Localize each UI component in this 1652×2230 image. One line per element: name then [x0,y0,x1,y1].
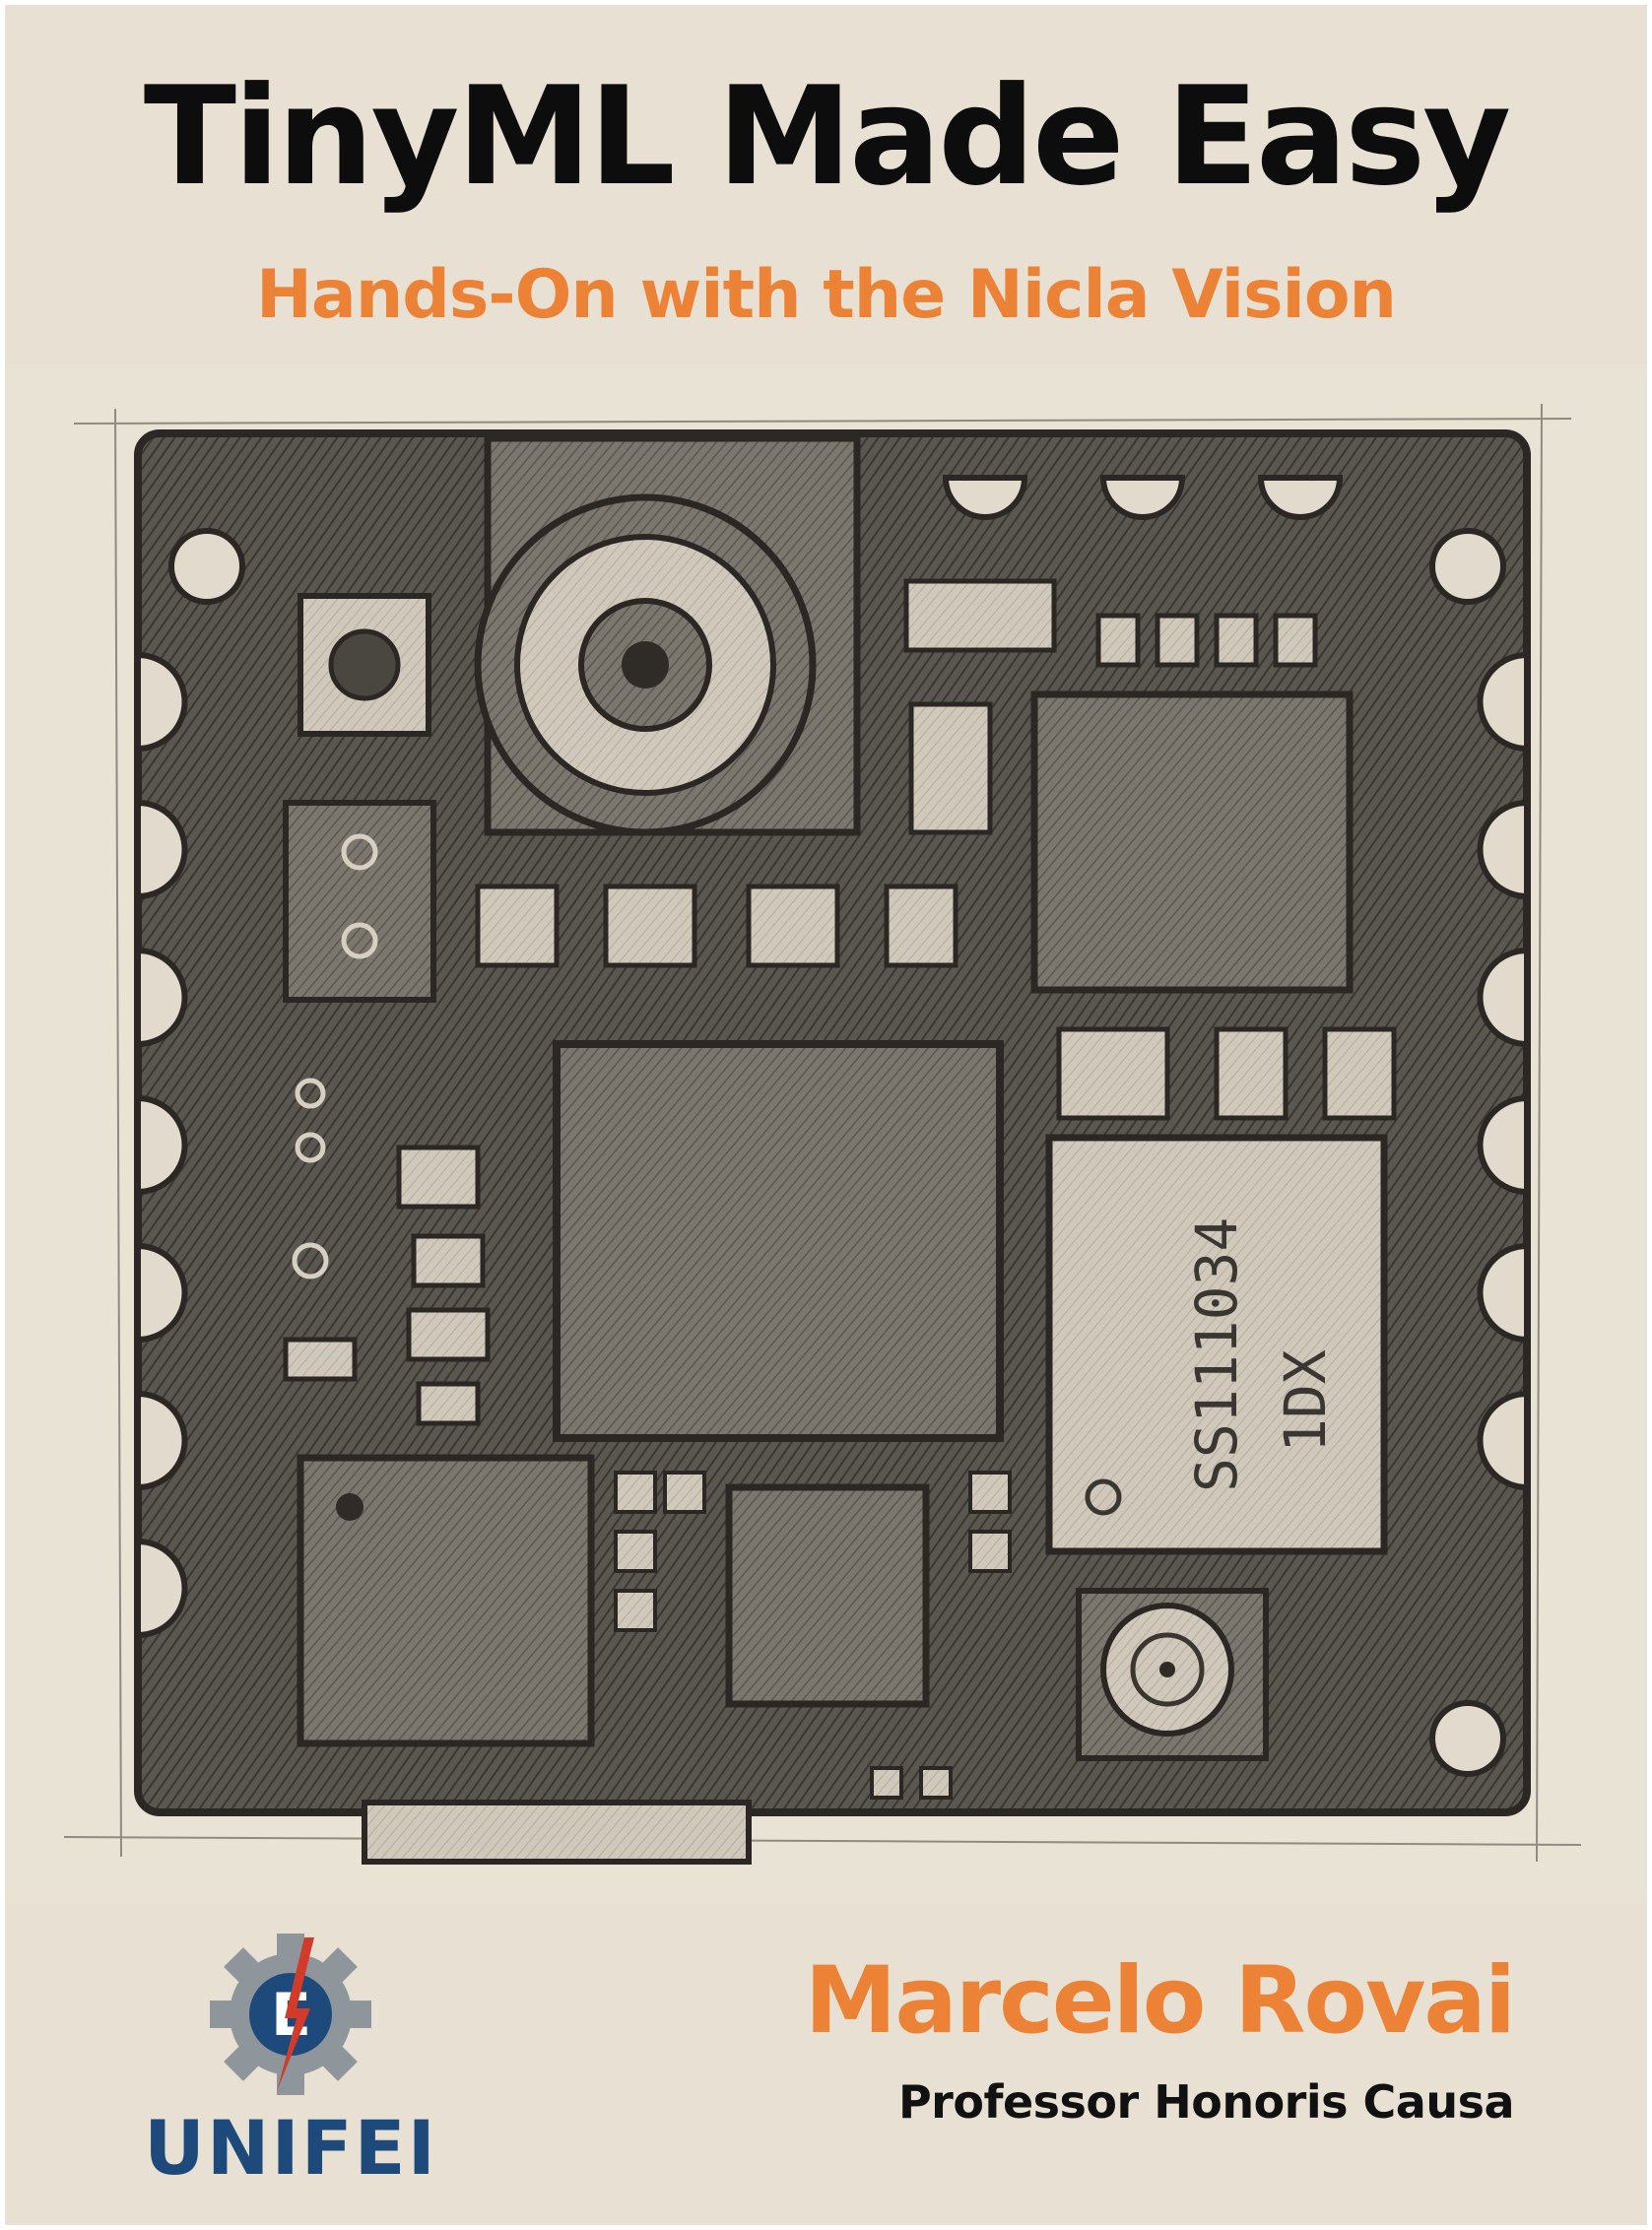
book-title: TinyML Made Easy [143,57,1511,216]
gear-lightning-e-icon: E [210,1934,371,2095]
circuit-board-sketch-icon: SS111034 1DX [63,403,1582,1865]
unifei-wordmark: UNIFEI [144,2104,437,2192]
book-cover: TinyML Made Easy Hands-On with the Nicla… [5,5,1647,2225]
circuit-board-illustration: SS111034 1DX [5,369,1647,1901]
unifei-logo: E UNIFEI [128,1926,453,2192]
chip-marking-line1: SS111034 [1183,1217,1250,1492]
author-name: Marcelo Rovai [804,1947,1516,2055]
book-subtitle: Hands-On with the Nicla Vision [256,256,1397,334]
chip-marking-line2: 1DX [1272,1349,1339,1453]
author-role: Professor Honoris Causa [897,2075,1515,2129]
